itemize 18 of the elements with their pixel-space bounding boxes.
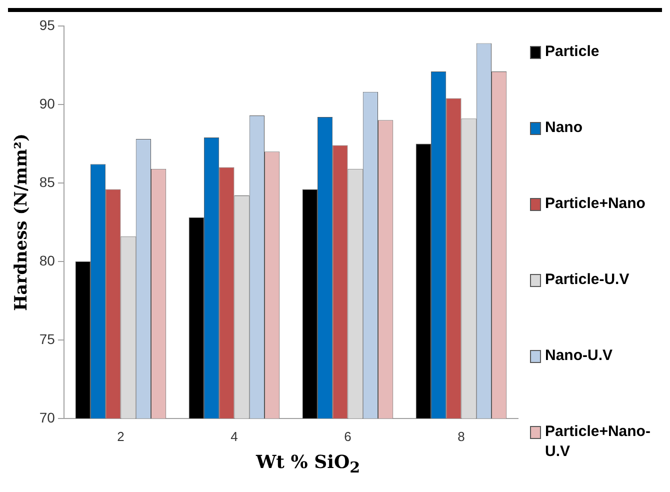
x-tick-label: 6 <box>344 428 352 444</box>
legend-label: Particle+Nano <box>545 194 646 214</box>
y-tick-label: 90 <box>39 95 56 112</box>
legend-label: Nano <box>545 118 582 138</box>
x-axis-title: Wt % SiO$_{2}$ <box>254 452 362 477</box>
y-tick-label: 75 <box>39 330 56 347</box>
legend-label: Particle-U.V <box>545 270 630 290</box>
x-tick-label: 4 <box>230 428 238 444</box>
y-tick-label: 95 <box>39 16 56 33</box>
y-axis-title: Hardness (N/mm²) <box>12 133 32 311</box>
y-tick-label: 70 <box>39 409 56 426</box>
legend-label: Nano-U.V <box>545 346 612 366</box>
legend-label: Particle+Nano-U.V <box>545 422 652 462</box>
y-tick-label: 80 <box>39 252 56 268</box>
x-tick-label: 2 <box>117 428 124 444</box>
y-tick-label: 85 <box>39 174 56 190</box>
x-tick-label: 8 <box>458 428 465 444</box>
legend-label: Particle <box>545 42 600 62</box>
